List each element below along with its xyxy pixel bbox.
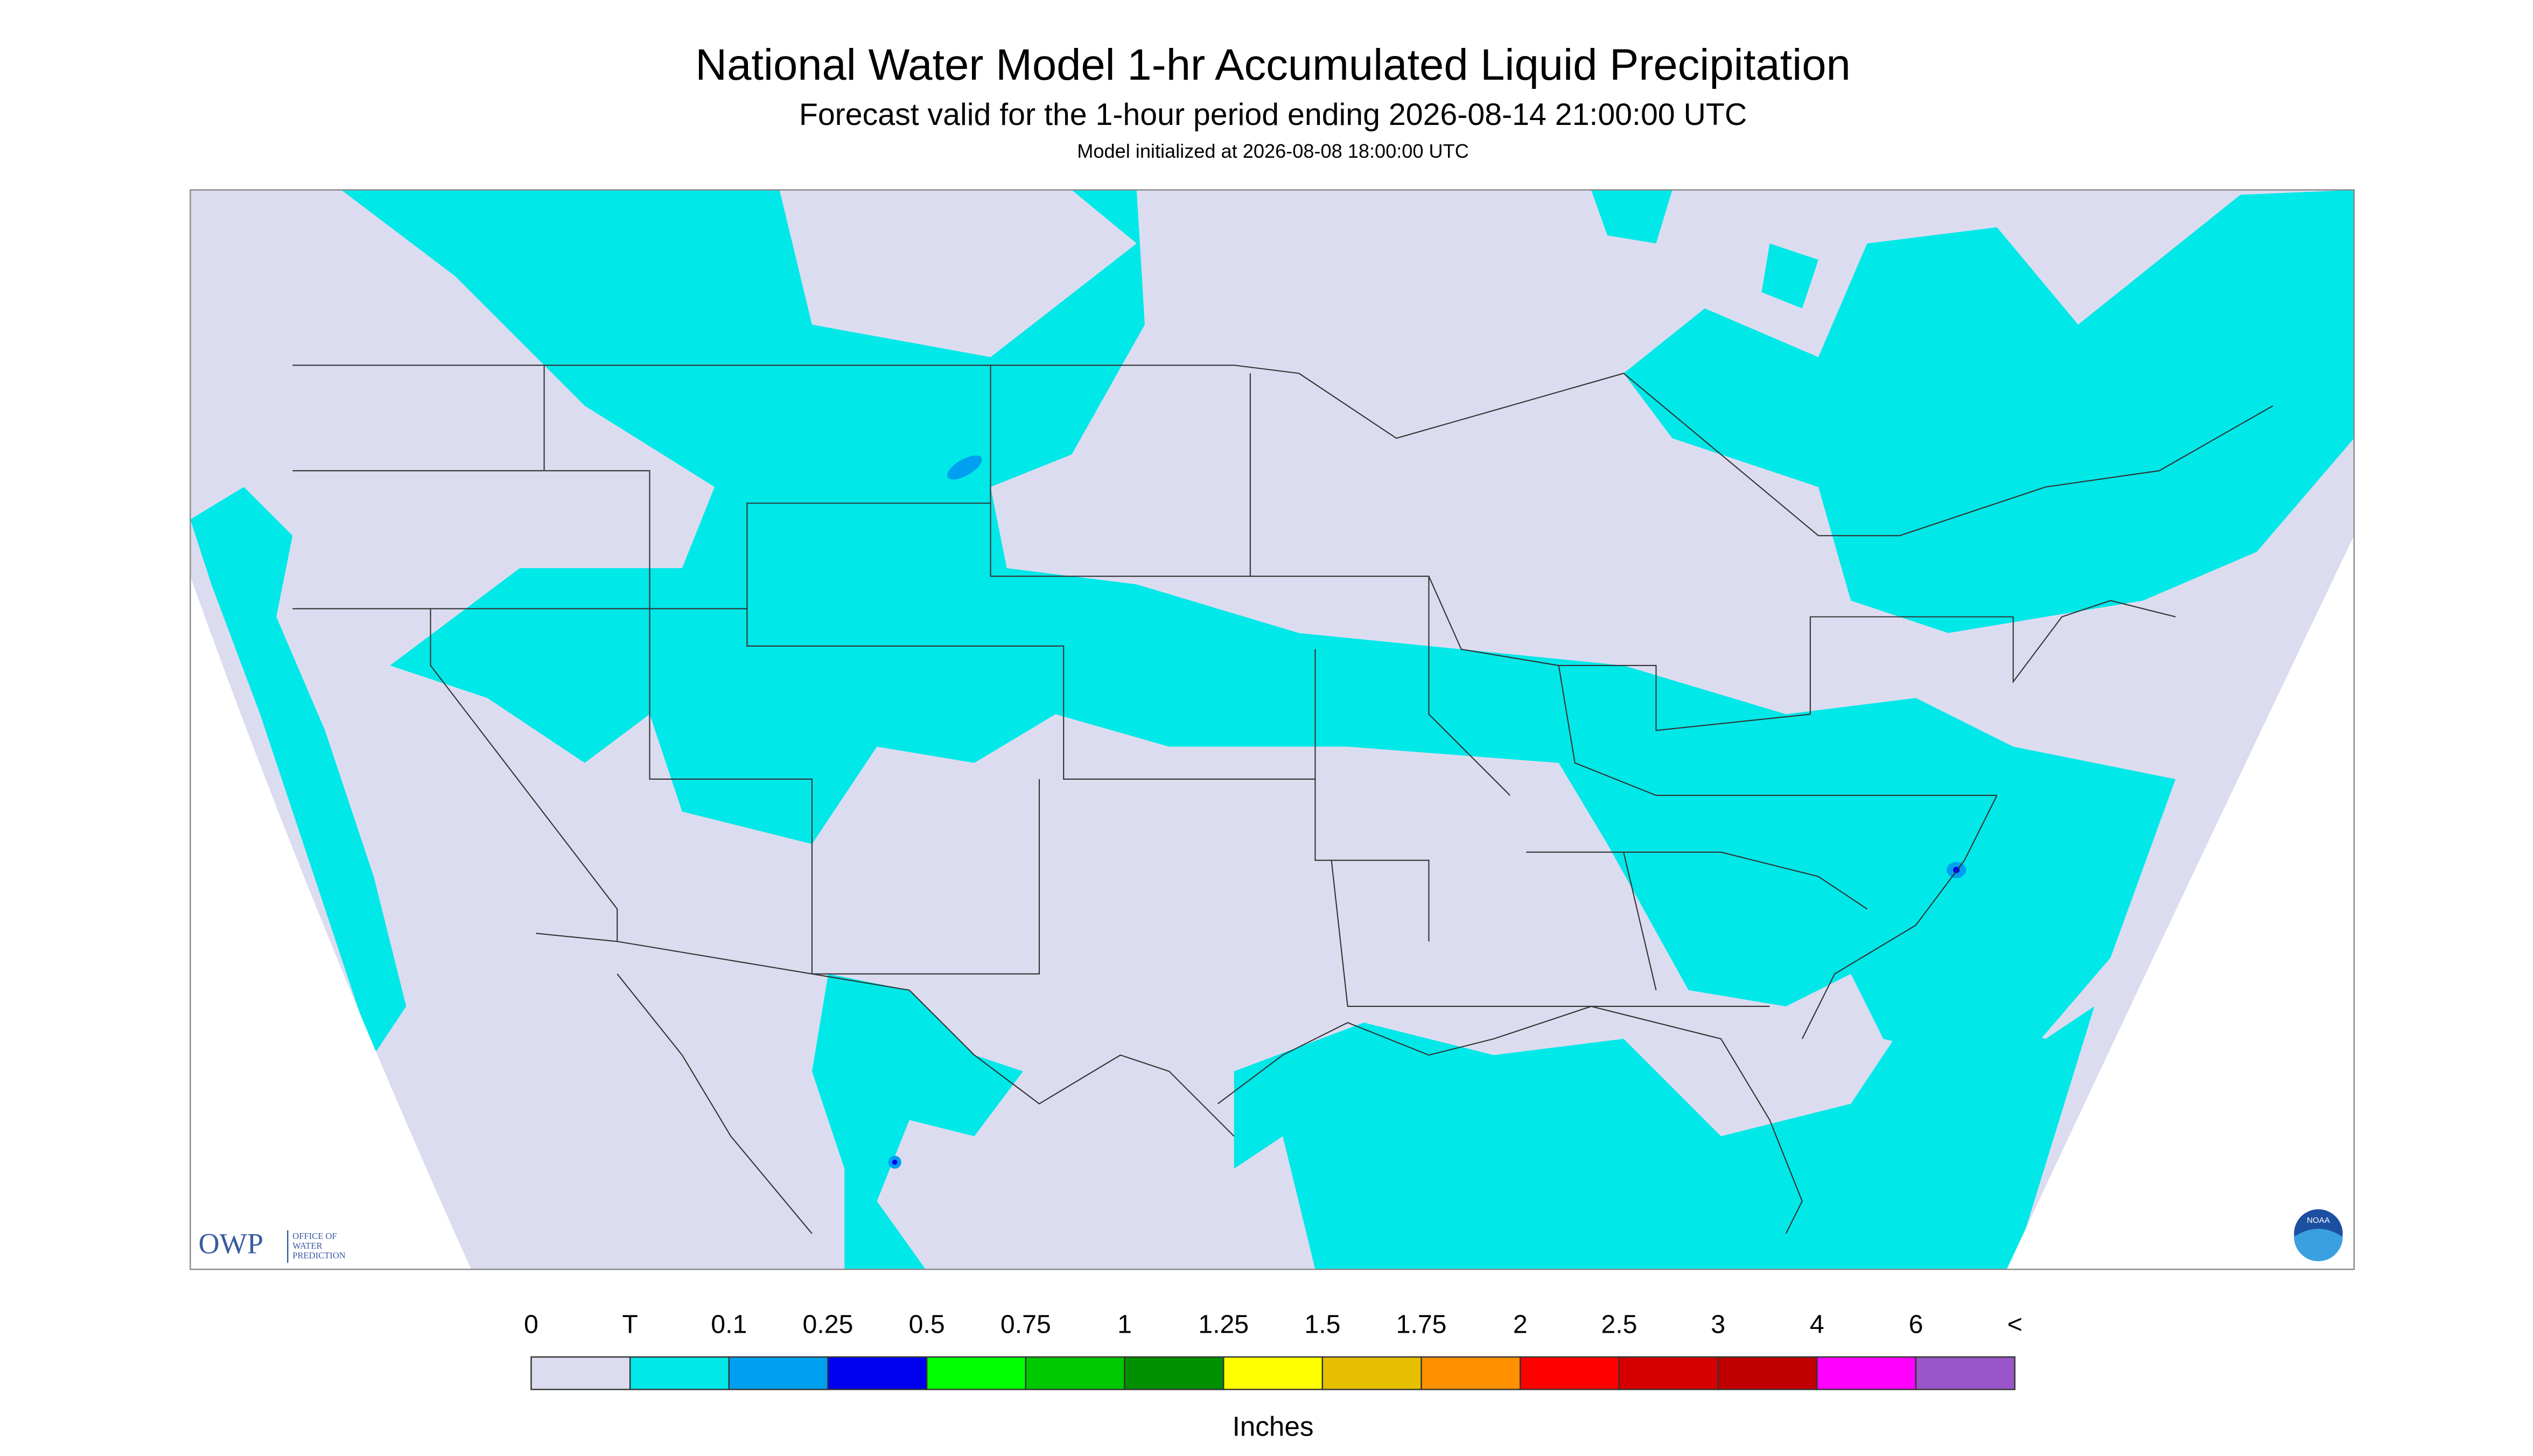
legend: 0 T 0.1 0.25 0.5 0.75 1 1.25 1.5 1.75 2 2.5 3 4 6 < [524, 1310, 2023, 1390]
legend-swatch [1816, 1356, 1917, 1390]
legend-swatch [926, 1356, 1027, 1390]
noaa-logo-wave [2294, 1228, 2343, 1262]
legend-label: 6 [1909, 1310, 1923, 1339]
coast-line [1801, 600, 2176, 1039]
precip-area [892, 1159, 898, 1165]
legend-swatch [1520, 1356, 1620, 1390]
precip-area [1624, 190, 2354, 633]
legend-label: 0.25 [803, 1310, 853, 1339]
legend-label: 0 [524, 1310, 538, 1339]
legend-swatch [1915, 1356, 2016, 1390]
precipitation-areas [190, 190, 2354, 1270]
noaa-logo-text: NOAA [2307, 1216, 2331, 1225]
legend-swatch [1717, 1356, 1818, 1390]
legend-label: 1 [1117, 1310, 1132, 1339]
legend-label: 2 [1513, 1310, 1528, 1339]
legend-swatch [1124, 1356, 1224, 1390]
legend-swatch [1421, 1356, 1521, 1390]
legend-label: 4 [1810, 1310, 1824, 1339]
coast-line [811, 973, 1803, 1234]
legend-swatch [629, 1356, 730, 1390]
legend-label: 1.75 [1396, 1310, 1447, 1339]
legend-label: 1.25 [1198, 1310, 1249, 1339]
legend-label: 3 [1711, 1310, 1725, 1339]
legend-label: T [622, 1310, 638, 1339]
precip-area [947, 455, 982, 480]
map-frame [190, 189, 2355, 1270]
owp-logo-line: PREDICTION [292, 1250, 345, 1261]
precip-area [341, 190, 2176, 1072]
legend-swatch [728, 1356, 829, 1390]
projection-mask [2006, 535, 2354, 1270]
state-line [1250, 576, 2013, 1007]
legend-label: 0.5 [909, 1310, 945, 1339]
owp-logo-line: OFFICE OF [292, 1231, 337, 1241]
legend-swatch [530, 1356, 631, 1390]
legend-label: 2.5 [1601, 1310, 1637, 1339]
legend-swatch [1025, 1356, 1125, 1390]
title: National Water Model 1-hr Accumulated Li… [695, 40, 1850, 89]
legend-swatch [1321, 1356, 1422, 1390]
legend-label: 1.5 [1304, 1310, 1340, 1339]
subtitle: Forecast valid for the 1-hour period end… [799, 97, 1747, 132]
legend-swatch [827, 1356, 928, 1390]
legend-swatch [1618, 1356, 1719, 1390]
precip-area [1234, 1006, 2095, 1270]
init-time: Model initialized at 2026-08-08 18:00:00… [1077, 140, 1469, 162]
precip-area [190, 487, 407, 1055]
legend-label: 0.1 [711, 1310, 747, 1339]
precip-area [811, 974, 1023, 1270]
projection-mask [190, 576, 471, 1270]
boundaries [292, 365, 2273, 1234]
legend-label: < [2007, 1310, 2023, 1339]
state-line [292, 365, 1316, 975]
precip-area [1591, 190, 1818, 309]
legend-units: Inches [1233, 1411, 1314, 1441]
owp-logo: OWP [198, 1228, 263, 1260]
border-line [536, 933, 813, 1234]
owp-logo-line: WATER [292, 1241, 323, 1251]
legend-swatch [1223, 1356, 1324, 1390]
border-line [292, 365, 2273, 536]
legend-label: 0.75 [1000, 1310, 1051, 1339]
